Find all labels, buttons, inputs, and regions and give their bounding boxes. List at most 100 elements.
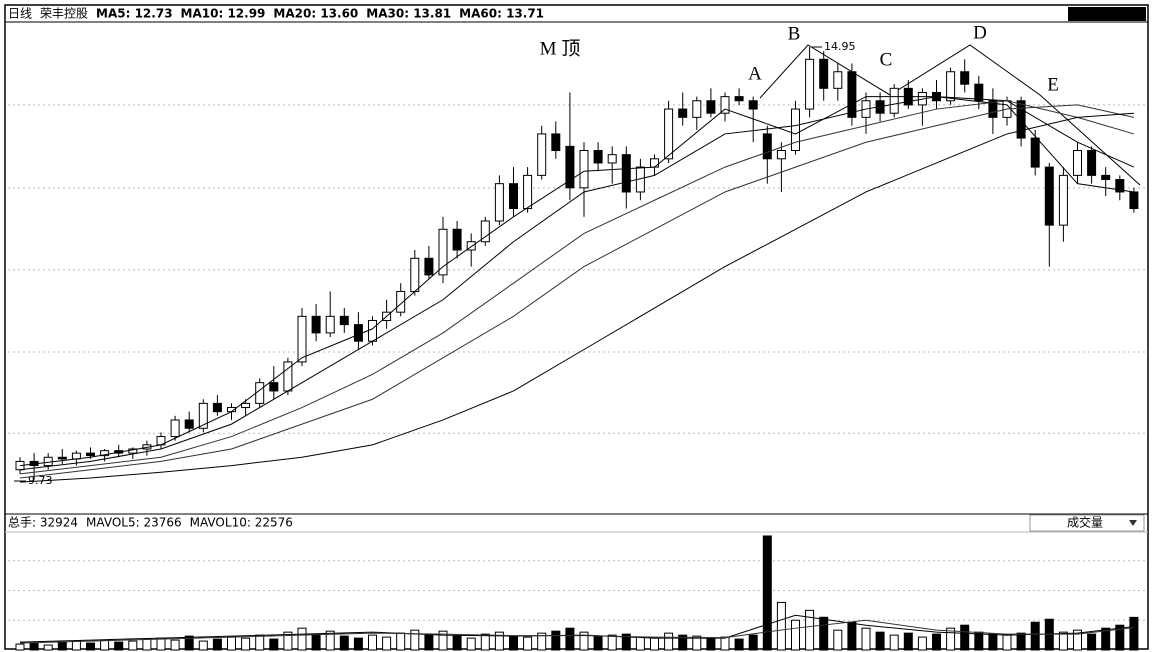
- volume-bar: [635, 636, 645, 651]
- volume-bar: [960, 624, 970, 651]
- candle-body: [100, 450, 110, 457]
- volume-bar: [114, 641, 124, 651]
- candle-body: [424, 257, 434, 276]
- candle-body: [128, 448, 138, 454]
- candle-body: [960, 71, 970, 85]
- volume-header: 总手: 32924 MAVOL5: 23766 MAVOL10: 22576: [8, 516, 293, 530]
- volume-bar: [184, 635, 194, 651]
- volume-bar: [523, 636, 533, 651]
- volume-bar: [410, 629, 420, 651]
- point-label: C: [880, 49, 893, 70]
- candle-body: [678, 108, 688, 118]
- candle-body: [71, 452, 81, 460]
- header-label: MA5: 12.73: [96, 7, 173, 21]
- point-label: B: [788, 23, 801, 44]
- selector-label[interactable]: 成交量: [1067, 515, 1103, 530]
- volume-bar: [1030, 621, 1040, 651]
- candle-body: [1058, 174, 1068, 226]
- volume-bar: [607, 634, 617, 651]
- volume-bar: [1073, 629, 1082, 651]
- candle-body: [1129, 191, 1139, 210]
- volume-bar: [198, 640, 208, 651]
- candle-body: [847, 71, 857, 118]
- chart-title: M 顶: [540, 38, 581, 59]
- volume-bar: [1058, 631, 1068, 651]
- candle-body: [565, 145, 575, 189]
- volume-bar: [128, 640, 138, 651]
- volume-bar: [706, 637, 716, 651]
- point-label: E: [1047, 74, 1059, 95]
- candle-body: [621, 154, 631, 193]
- ma-line: [19, 96, 1135, 471]
- price-header: 日线 荣丰控股 MA5: 12.73 MA10: 12.99 MA20: 13.60 MA…: [8, 7, 544, 21]
- candle-body: [593, 150, 603, 164]
- volume-bar: [325, 630, 335, 651]
- volume-bar: [353, 637, 363, 651]
- candle-body: [1101, 174, 1111, 181]
- candle-body: [607, 154, 617, 164]
- volume-bar: [100, 639, 110, 651]
- volume-bar: [297, 627, 307, 651]
- candle-body: [706, 100, 716, 114]
- candle-body: [57, 456, 67, 460]
- selector-arrow[interactable]: [1129, 520, 1137, 526]
- volume-bar: [438, 630, 448, 651]
- candle-body: [988, 100, 998, 118]
- volume-bar: [664, 632, 674, 651]
- volume-bar: [762, 535, 772, 651]
- volume-bar: [621, 633, 631, 651]
- candle-body: [339, 315, 349, 326]
- volume-bar: [29, 642, 39, 651]
- point-label: A: [748, 63, 762, 84]
- volume-bar: [466, 637, 476, 651]
- volume-bar: [424, 634, 434, 651]
- volume-selector[interactable]: 成交量: [1029, 514, 1145, 532]
- volume-bar: [875, 631, 885, 651]
- ma-line: [19, 112, 1134, 483]
- volume-bar: [593, 635, 603, 651]
- candle-body: [86, 452, 95, 457]
- candle-body: [819, 58, 829, 89]
- candle-body: [368, 319, 377, 342]
- volume-bar: [1101, 627, 1111, 651]
- candle-body: [720, 96, 730, 114]
- candle-body: [311, 315, 321, 334]
- candle-body: [241, 402, 251, 409]
- header-label: 日线: [8, 7, 32, 21]
- volume-bar: [43, 644, 53, 651]
- volume-bar: [748, 634, 758, 651]
- volume-bar: [776, 601, 786, 651]
- volume-bar: [861, 627, 871, 651]
- volume-bar: [988, 633, 998, 651]
- volume-bar: [311, 633, 321, 651]
- volume-bar: [396, 632, 406, 651]
- candle-body: [198, 402, 208, 429]
- volume-bar: [255, 634, 265, 651]
- candle-body: [748, 100, 758, 110]
- candle-body: [494, 183, 504, 222]
- volume-bar: [1115, 624, 1125, 651]
- volume-bar: [551, 630, 561, 651]
- volume-bar: [889, 634, 899, 651]
- volume-bar: [579, 631, 589, 651]
- candle-body: [946, 71, 956, 102]
- ma-line: [19, 96, 1134, 467]
- volume-bar: [805, 609, 815, 651]
- candle-body: [325, 315, 335, 334]
- volume-bar: [565, 627, 575, 651]
- candle-body: [480, 220, 490, 243]
- volume-bar: [974, 631, 984, 651]
- point-label: D: [973, 22, 987, 43]
- candle-body: [974, 83, 984, 102]
- header-label: MAVOL10: 22576: [190, 516, 293, 530]
- volume-bar: [932, 633, 941, 651]
- candle-body: [297, 315, 307, 363]
- selector-box[interactable]: [1029, 514, 1145, 532]
- candle-body: [1073, 150, 1082, 176]
- candle-body: [551, 133, 561, 152]
- candle-body: [734, 96, 744, 102]
- volume-bar: [170, 639, 180, 651]
- header-label: 总手: 32924: [8, 516, 78, 530]
- candle-body: [1030, 137, 1040, 168]
